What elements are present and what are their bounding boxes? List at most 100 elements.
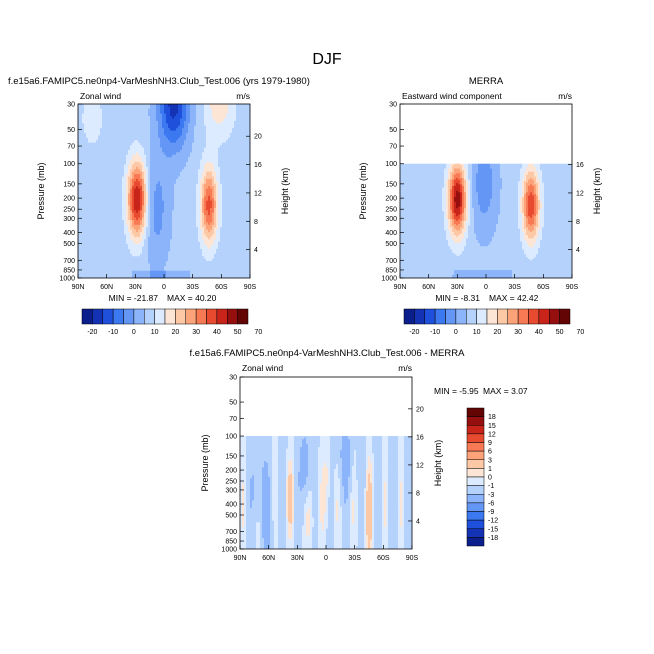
contour-cell: [142, 135, 145, 139]
contour-cell: [150, 104, 153, 108]
contour-cell: [244, 227, 247, 231]
contour-cell: [96, 186, 99, 190]
contour-cell: [238, 241, 241, 245]
contour-cell: [144, 193, 147, 197]
contour-cell: [112, 125, 115, 129]
contour-cell: [86, 220, 89, 224]
contour-cell: [224, 241, 227, 245]
contour-cell: [186, 200, 189, 204]
contour-cell: [192, 154, 195, 158]
contour-cell: [96, 118, 99, 122]
contour-cell: [98, 217, 101, 221]
contour-cell: [208, 210, 211, 214]
contour-cell: [192, 181, 195, 185]
contour-cell: [158, 205, 161, 209]
contour-cell: [122, 186, 125, 190]
contour-cell: [248, 205, 250, 209]
contour-cell: [214, 174, 217, 178]
contour-cell: [114, 159, 117, 163]
contour-cell: [154, 239, 157, 243]
contour-cell: [178, 232, 181, 236]
contour-cell: [148, 193, 151, 197]
contour-cell: [202, 140, 205, 144]
contour-cell: [112, 181, 115, 185]
contour-cell: [104, 227, 107, 231]
contour-cell: [184, 128, 187, 132]
contour-cell: [172, 193, 175, 197]
contour-cell: [118, 227, 121, 231]
contour-cell: [108, 152, 111, 156]
contour-cell: [104, 224, 107, 228]
contour-cell: [230, 123, 233, 127]
contour-cell: [94, 111, 97, 115]
contour-cell: [136, 227, 139, 231]
contour-cell: [144, 200, 147, 204]
contour-cell: [240, 236, 243, 240]
contour-cell: [88, 137, 91, 141]
contour-cell: [158, 120, 161, 124]
contour-cell: [132, 130, 135, 134]
contour-cell: [190, 176, 193, 180]
contour-cell: [180, 200, 183, 204]
contour-cell: [204, 145, 207, 149]
contour-cell: [208, 142, 211, 146]
contour-cell: [152, 215, 155, 219]
contour-cell: [220, 195, 223, 199]
contour-cell: [132, 169, 135, 173]
contour-cell: [176, 154, 179, 158]
contour-cell: [152, 174, 155, 178]
contour-cell: [94, 164, 97, 168]
contour-cell: [122, 128, 125, 132]
contour-cell: [80, 130, 83, 134]
contour-cell: [192, 195, 195, 199]
contour-cell: [100, 108, 103, 112]
contour-cell: [158, 133, 161, 137]
contour-cell: [158, 186, 161, 190]
contour-cell: [140, 232, 143, 236]
contour-cell: [198, 205, 201, 209]
contour-cell: [172, 111, 175, 115]
contour-cell: [136, 229, 139, 233]
contour-cell: [228, 104, 231, 108]
contour-cell: [150, 118, 153, 122]
contour-cell: [88, 128, 91, 132]
contour-cell: [230, 207, 233, 211]
contour-cell: [202, 232, 205, 236]
contour-cell: [218, 118, 221, 122]
contour-cell: [236, 200, 239, 204]
contour-cell: [184, 203, 187, 207]
contour-cell: [178, 186, 181, 190]
contour-cell: [126, 191, 129, 195]
contour-cell: [130, 215, 133, 219]
contour-cell: [196, 188, 199, 192]
contour-cell: [88, 162, 91, 166]
contour-cell: [208, 171, 211, 175]
contour-cell: [236, 174, 239, 178]
contour-cell: [94, 154, 97, 158]
contour-cell: [118, 171, 121, 175]
contour-cell: [194, 198, 197, 202]
contour-cell: [138, 169, 141, 173]
contour-cell: [232, 193, 235, 197]
contour-cell: [214, 157, 217, 161]
contour-cell: [164, 135, 167, 139]
contour-cell: [132, 241, 135, 245]
contour-cell: [130, 140, 133, 144]
contour-cell: [140, 157, 143, 161]
contour-cell: [168, 212, 171, 216]
contour-cell: [240, 207, 243, 211]
contour-cell: [144, 164, 147, 168]
contour-cell: [186, 227, 189, 231]
contour-cell: [120, 222, 123, 226]
contour-cell: [174, 118, 177, 122]
contour-cell: [164, 128, 167, 132]
contour-cell: [130, 104, 133, 108]
contour-cell: [190, 212, 193, 216]
contour-cell: [132, 236, 135, 240]
contour-cell: [238, 195, 241, 199]
contour-cell: [246, 205, 249, 209]
contour-cell: [194, 222, 197, 226]
contour-cell: [202, 193, 205, 197]
contour-cell: [82, 207, 85, 211]
contour-cell: [126, 195, 129, 199]
